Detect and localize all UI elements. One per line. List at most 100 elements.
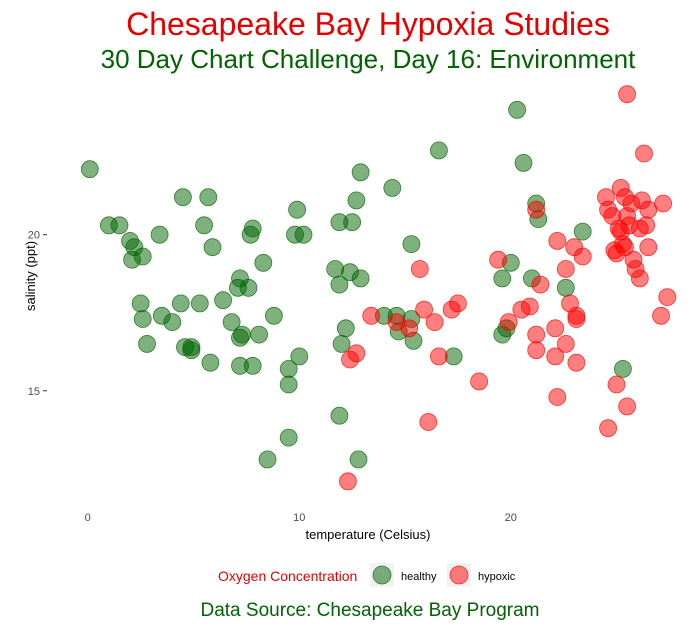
legend-title: Oxygen Concentration (218, 568, 357, 584)
point-healthy (330, 275, 349, 294)
point-hypoxic (654, 194, 672, 213)
point-healthy (150, 225, 169, 244)
x-tick-label: 10 (293, 512, 305, 524)
point-hypoxic (658, 288, 677, 307)
point-hypoxic (419, 413, 438, 431)
x-tick-label: 0 (85, 512, 91, 524)
point-hypoxic (362, 306, 381, 325)
point-healthy (332, 334, 351, 353)
point-healthy (133, 310, 152, 328)
point-healthy (351, 269, 370, 288)
legend-label-hypoxic: hypoxic (478, 571, 516, 583)
x-axis-label: temperature (Celsius) (306, 527, 431, 542)
point-healthy (556, 278, 575, 297)
point-hypoxic (637, 216, 656, 235)
chart-subtitle: 30 Day Chart Challenge, Day 16: Environm… (101, 44, 637, 74)
point-hypoxic (415, 300, 434, 319)
point-hypoxic (546, 319, 565, 338)
x-tick-label: 20 (505, 512, 517, 524)
point-healthy (493, 269, 512, 288)
legend-marker-healthy (372, 565, 392, 585)
point-hypoxic (599, 419, 617, 438)
point-hypoxic (618, 397, 636, 416)
point-healthy (131, 294, 150, 313)
point-healthy (258, 450, 277, 469)
point-hypoxic (548, 231, 567, 250)
data-source-caption: Data Source: Chesapeake Bay Program (200, 600, 539, 621)
chart-title: Chesapeake Bay Hypoxia Studies (126, 6, 610, 42)
point-hypoxic (556, 260, 575, 278)
point-healthy (190, 294, 209, 313)
point-healthy (233, 325, 252, 344)
point-healthy (326, 260, 345, 278)
point-healthy (80, 160, 99, 179)
y-axis-label: salinity (ppt) (23, 241, 38, 311)
point-healthy (195, 216, 214, 235)
point-hypoxic (548, 388, 567, 406)
point-hypoxic (347, 344, 366, 363)
point-healthy (182, 341, 201, 360)
point-healthy (110, 216, 129, 235)
point-hypoxic (567, 310, 586, 328)
point-healthy (290, 347, 309, 366)
point-hypoxic (400, 319, 419, 338)
point-healthy (347, 191, 366, 210)
point-healthy (351, 163, 370, 182)
point-hypoxic (618, 85, 636, 104)
point-healthy (279, 375, 298, 394)
point-healthy (288, 200, 307, 219)
point-healthy (250, 325, 269, 344)
point-healthy (279, 428, 298, 447)
point-hypoxic (546, 347, 565, 366)
point-healthy (214, 291, 233, 310)
point-hypoxic (652, 306, 670, 325)
point-healthy (349, 450, 368, 469)
point-hypoxic (429, 347, 448, 366)
point-healthy (383, 178, 402, 197)
point-hypoxic (556, 334, 575, 353)
point-healthy (199, 188, 218, 207)
point-hypoxic (527, 200, 546, 219)
point-hypoxic (531, 275, 550, 294)
point-hypoxic (338, 472, 357, 491)
point-healthy (171, 294, 190, 313)
legend-marker-hypoxic (449, 565, 469, 585)
point-hypoxic (499, 313, 518, 332)
point-hypoxic (567, 353, 586, 372)
point-healthy (343, 213, 362, 232)
point-healthy (138, 334, 156, 353)
point-hypoxic (630, 269, 649, 288)
legend: Oxygen Concentration healthy hypoxic (218, 563, 516, 587)
point-healthy (222, 313, 241, 332)
point-healthy (614, 359, 632, 378)
point-healthy (254, 253, 273, 272)
plot-area (80, 85, 677, 491)
point-hypoxic (616, 238, 634, 257)
point-hypoxic (470, 372, 489, 391)
point-hypoxic (489, 250, 508, 269)
point-healthy (330, 406, 349, 425)
point-hypoxic (448, 294, 467, 313)
y-tick-label: 15 (28, 386, 40, 398)
point-healthy (336, 319, 355, 338)
point-hypoxic (607, 375, 626, 394)
point-healthy (573, 222, 592, 241)
y-tick-label: 20 (28, 230, 40, 242)
point-hypoxic (639, 238, 658, 257)
point-healthy (239, 278, 258, 297)
point-hypoxic (410, 260, 429, 278)
point-healthy (133, 247, 152, 266)
point-hypoxic (527, 341, 546, 360)
points-layer (80, 85, 677, 491)
point-healthy (173, 188, 192, 207)
point-healthy (429, 141, 448, 160)
point-hypoxic (520, 297, 539, 316)
point-healthy (163, 313, 182, 332)
point-healthy (294, 225, 313, 244)
point-hypoxic (635, 144, 653, 163)
point-healthy (402, 235, 421, 254)
point-healthy (203, 238, 222, 257)
point-healthy (243, 219, 262, 238)
point-hypoxic (527, 325, 546, 344)
